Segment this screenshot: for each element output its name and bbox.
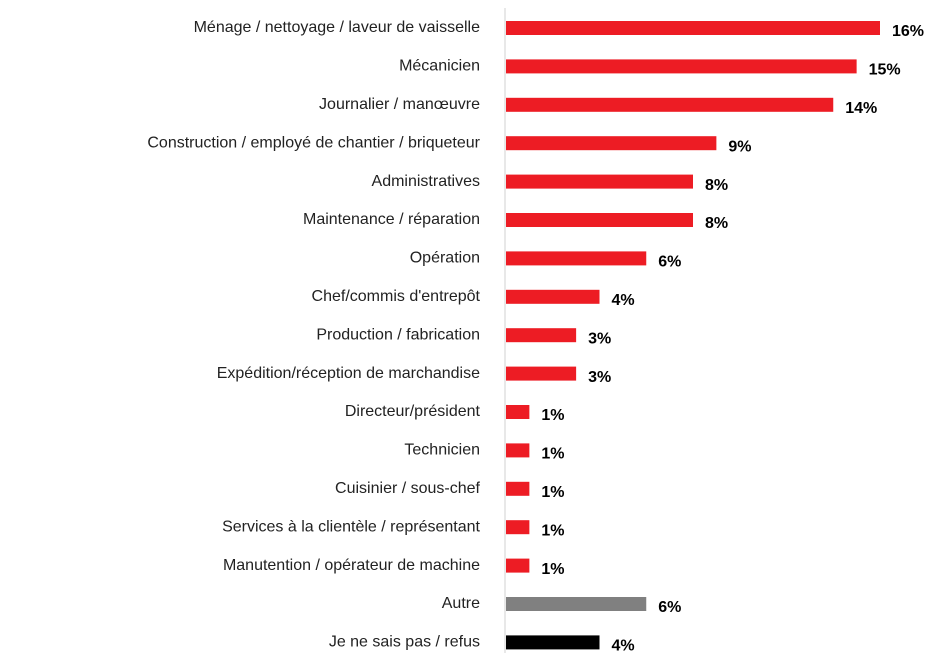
category-label: Manutention / opérateur de machine	[223, 557, 480, 574]
bar	[506, 289, 600, 304]
value-label: 6%	[658, 254, 681, 271]
value-label: 4%	[612, 292, 635, 309]
category-label: Maintenance / réparation	[303, 211, 480, 228]
category-label: Services à la clientèle / représentant	[222, 518, 480, 535]
category-label: Production / fabrication	[316, 326, 480, 343]
bar	[506, 174, 693, 189]
bar	[506, 635, 600, 650]
bar	[506, 443, 530, 458]
bar	[506, 520, 530, 535]
bar	[506, 251, 647, 266]
category-label: Ménage / nettoyage / laveur de vaisselle	[194, 19, 481, 36]
bar	[506, 405, 530, 419]
category-label: Journalier / manœuvre	[319, 96, 480, 113]
value-label: 8%	[705, 177, 728, 194]
bar	[506, 328, 577, 343]
bar	[506, 59, 857, 74]
bar	[506, 481, 530, 496]
category-label: Chef/commis d'entrepôt	[312, 288, 481, 305]
bar	[506, 136, 717, 151]
category-label: Mécanicien	[399, 58, 480, 75]
value-label: 8%	[705, 215, 728, 232]
value-label: 1%	[541, 484, 564, 501]
value-label: 1%	[541, 446, 564, 463]
bar	[506, 597, 647, 611]
value-label: 4%	[612, 638, 635, 653]
category-label: Opération	[410, 250, 480, 267]
category-label: Administratives	[372, 173, 480, 190]
value-label: 9%	[728, 138, 751, 155]
category-label: Construction / employé de chantier / bri…	[147, 134, 480, 151]
value-label: 3%	[588, 369, 611, 386]
bar	[506, 213, 693, 227]
bar	[506, 366, 577, 381]
category-label: Autre	[442, 595, 480, 612]
value-label: 6%	[658, 599, 681, 616]
value-label: 1%	[541, 561, 564, 578]
category-label: Technicien	[404, 442, 480, 459]
value-label: 15%	[869, 62, 901, 79]
value-label: 1%	[541, 522, 564, 539]
bar	[506, 21, 880, 35]
value-label: 16%	[892, 23, 924, 40]
category-label: Expédition/réception de marchandise	[217, 365, 480, 382]
value-label: 14%	[845, 100, 877, 117]
category-label: Je ne sais pas / refus	[329, 634, 480, 651]
bar	[506, 558, 530, 573]
value-label: 1%	[541, 407, 564, 424]
category-label: Cuisinier / sous-chef	[335, 480, 481, 497]
value-label: 3%	[588, 330, 611, 347]
category-label: Directeur/président	[345, 403, 481, 420]
bar	[506, 97, 834, 112]
